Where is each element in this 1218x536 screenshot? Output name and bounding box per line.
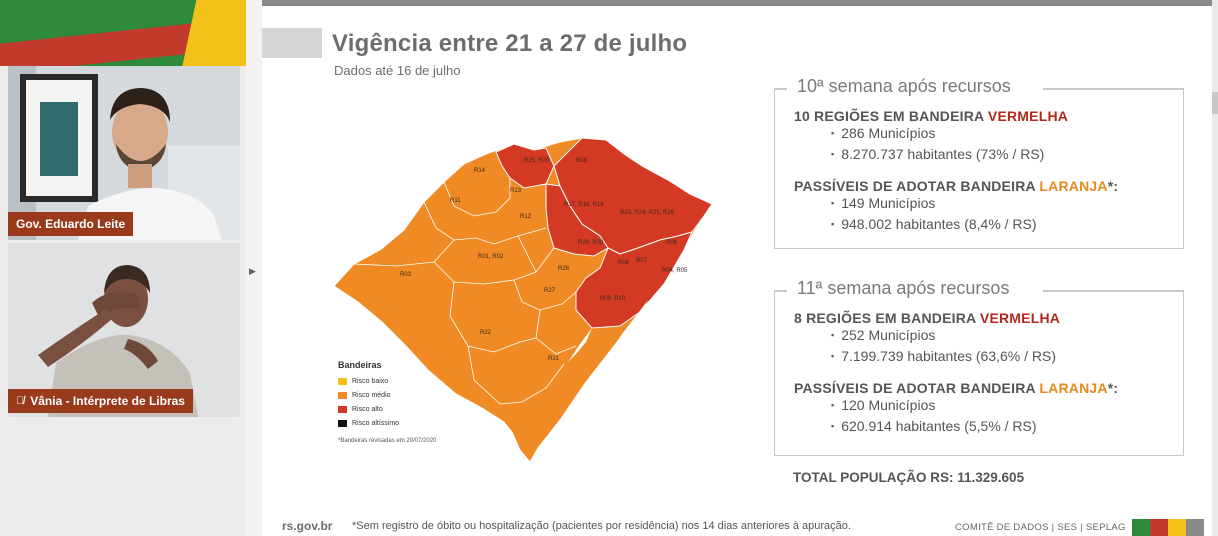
map-region-label: R12 [520,214,532,220]
video-tile-interpreter[interactable]: 🎙̸ Vânia - Intérprete de Libras [8,243,240,417]
mic-muted-icon: 🎙̸ [16,395,25,407]
rs-flag-decoration [0,0,246,66]
legend-item: Risco médio [338,388,478,402]
participant-name-tag: Gov. Eduardo Leite [8,212,134,236]
footer-credit: COMITÊ DE DADOS | SES | SEPLAG [955,522,1126,533]
map-region-label: R27 [544,288,556,294]
participant-name-tag: 🎙̸ Vânia - Intérprete de Libras [8,389,193,413]
map-legend: Bandeiras Risco baixo Risco médio Risco … [338,360,478,444]
stat-bullet: 286 Municípios [794,124,1173,145]
map-region-label: R21 [548,356,560,362]
video-tile-governor[interactable]: Gov. Eduardo Leite [8,66,240,240]
collapse-panel-arrow-icon[interactable]: ▶ [249,266,256,276]
orange-flag-heading: PASSÍVEIS DE ADOTAR BANDEIRA LARANJA*: [794,380,1119,396]
legend-item: Risco alto [338,402,478,416]
flag-icon [338,377,347,385]
title-accent-block [262,28,322,58]
map-region-label: R09, R10 [600,296,626,302]
participants-panel: Gov. Eduardo Leite 🎙̸ Vânia - Intérprete… [0,0,246,536]
map-region-label: R01, R02 [478,254,504,260]
stat-bullet: 149 Municípios [794,194,1173,215]
slide-title: Vigência entre 21 a 27 de julho [332,30,688,57]
map-region-label: R14 [474,168,486,174]
stat-bullet: 7.199.739 habitantes (63,6% / RS) [794,347,1173,368]
slide-subtitle: Dados até 16 de julho [334,63,461,78]
week10-panel: 10ª semana após recursos 10 REGIÕES EM B… [774,76,1184,249]
stat-bullet: 620.914 habitantes (5,5% / RS) [794,417,1173,438]
map-region-label: R08 [618,260,630,266]
presentation-slide: Vigência entre 21 a 27 de julho Dados at… [262,0,1212,536]
map-region-label: R03 [400,272,412,278]
scrollbar-thumb[interactable] [1212,92,1218,114]
map-region-label: R13 [510,188,522,194]
footer-color-blocks [1132,519,1204,536]
legend-title: Bandeiras [338,360,382,370]
stat-bullet: 120 Municípios [794,396,1173,417]
stat-bullet: 252 Municípios [794,326,1173,347]
panel-title: 11ª semana após recursos [795,278,1012,299]
flag-icon [338,405,347,413]
legend-label: Risco alto [352,405,383,413]
map-region-label: R11 [450,198,461,204]
legend-item: Risco baixo [338,374,478,388]
total-population: TOTAL POPULAÇÃO RS: 11.329.605 [793,470,1025,485]
rs-region-map: R14 R15, R20 R16 R11 R13 R17, R18, R19 R… [333,137,713,462]
map-region-label: R07 [636,258,648,264]
map-region-label: R15, R20 [524,158,550,164]
orange-flag-heading: PASSÍVEIS DE ADOTAR BANDEIRA LARANJA*: [794,178,1119,194]
red-flag-heading: 10 REGIÕES EM BANDEIRA VERMELHA [794,108,1069,124]
map-region-label: R28 [558,266,570,272]
flag-icon [338,419,347,427]
map-region-label: R17, R18, R19 [564,202,604,208]
participant-name: Vânia - Intérprete de Libras [30,394,185,408]
week11-panel: 11ª semana após recursos 8 REGIÕES EM BA… [774,278,1184,456]
governor-video-image [8,66,240,240]
red-flag-heading: 8 REGIÕES EM BANDEIRA VERMELHA [794,310,1061,326]
participant-name: Gov. Eduardo Leite [16,217,126,231]
flag-icon [338,391,347,399]
map-region-label: R16 [576,158,588,164]
legend-label: Risco baixo [352,377,389,385]
map-region-label: R29, R30 [578,240,604,246]
map-region-label: R22 [480,330,492,336]
stat-bullet: 948.002 habitantes (8,4% / RS) [794,215,1173,236]
map-region-label: R04, R05 [662,268,688,274]
legend-note: *Bandeiras revisadas em 20/07/2020 [338,438,437,444]
slide-top-bar [262,0,1212,6]
footer-note: *Sem registro de óbito ou hospitalização… [352,520,851,532]
footer-site: rs.gov.br [282,519,333,533]
legend-label: Risco médio [352,391,391,399]
map-region-label: R06 [666,240,678,246]
vertical-scrollbar[interactable] [1212,0,1218,536]
panel-title: 10ª semana após recursos [795,76,1013,97]
legend-label: Risco altíssimo [352,419,400,427]
legend-item: Risco altíssimo [338,416,478,430]
map-region-label: R23, R24, R25, R26 [620,210,675,216]
stat-bullet: 8.270.737 habitantes (73% / RS) [794,145,1173,166]
